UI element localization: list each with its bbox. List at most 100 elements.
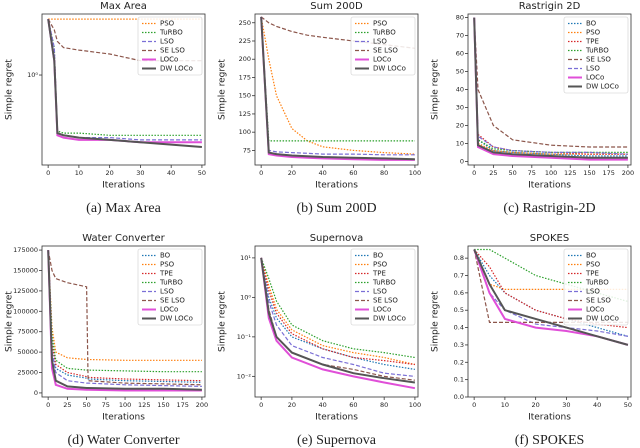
x-tick-label: 125 xyxy=(138,401,150,409)
y-tick-label: 75000 xyxy=(17,328,38,336)
y-tick-label: 200 xyxy=(239,55,251,63)
legend-label: LSO xyxy=(586,288,600,296)
series-line xyxy=(47,250,202,391)
chart-title: Water Converter xyxy=(82,233,165,244)
legend-label: SE LSO xyxy=(160,297,185,305)
x-tick-label: 20 xyxy=(106,169,114,177)
caption: (a) Max Area xyxy=(86,201,161,216)
series-line xyxy=(473,249,628,290)
legend-label: TPE xyxy=(585,270,599,278)
legend-label: DW LOCo xyxy=(160,315,193,323)
x-tick-label: 125 xyxy=(564,169,576,177)
y-tick-label: 75 xyxy=(243,146,251,154)
legend-label: LOCo xyxy=(160,306,178,314)
chart-title: Sum 200D xyxy=(310,1,363,12)
series-line xyxy=(260,257,415,377)
x-tick-label: 20 xyxy=(288,401,296,409)
y-tick-label: 0 xyxy=(460,157,464,165)
y-tick-label: 30 xyxy=(456,103,464,111)
y-tick-label: 0 xyxy=(34,389,38,397)
y-tick-label: 100000 xyxy=(13,307,38,315)
y-axis-label: Simple regret xyxy=(218,291,228,352)
y-axis-label: Simple regret xyxy=(5,59,15,120)
y-tick-label: 25000 xyxy=(17,369,38,377)
y-tick-label: 10⁰ xyxy=(240,293,251,301)
legend-label: LSO xyxy=(586,65,600,73)
series-line xyxy=(47,249,202,386)
y-tick-label: 125 xyxy=(239,110,251,118)
y-tick-label: 175 xyxy=(239,73,251,81)
x-tick-label: 0 xyxy=(259,401,263,409)
x-tick-label: 175 xyxy=(176,401,188,409)
y-tick-label: 0.4 xyxy=(454,324,464,332)
legend-label: SE LSO xyxy=(586,56,611,64)
legend-label: TPE xyxy=(159,270,173,278)
x-tick-label: 0 xyxy=(472,401,476,409)
x-tick-label: 50 xyxy=(508,169,516,177)
y-tick-label: 175000 xyxy=(13,246,38,254)
series-line xyxy=(260,257,416,390)
series-line xyxy=(260,257,415,366)
series-line xyxy=(260,257,415,359)
series-line xyxy=(473,249,629,346)
series-line xyxy=(260,257,415,370)
y-tick-label: 0.2 xyxy=(454,358,464,366)
legend-label: TuRBO xyxy=(159,279,183,287)
y-tick-label: 10 xyxy=(456,139,464,147)
series-line xyxy=(473,249,629,337)
x-tick-label: 100 xyxy=(119,401,131,409)
x-tick-label: 75 xyxy=(102,401,110,409)
legend-label: BO xyxy=(373,252,384,260)
x-tick-label: 60 xyxy=(349,401,357,409)
x-axis-label: Iterations xyxy=(102,181,145,191)
caption: (c) Rastrigin-2D xyxy=(503,201,595,216)
x-tick-label: 30 xyxy=(562,401,570,409)
y-tick-label: 0.1 xyxy=(454,376,464,384)
x-axis-label: Iterations xyxy=(315,413,358,423)
x-tick-label: 0 xyxy=(472,169,476,177)
y-tick-label: 80 xyxy=(456,14,464,22)
legend-box xyxy=(350,248,416,326)
legend-label: SE LSO xyxy=(373,47,398,55)
legend-label: PSO xyxy=(160,261,175,269)
x-tick-label: 20 xyxy=(532,401,540,409)
legend-box xyxy=(137,248,203,326)
x-tick-label: 75 xyxy=(528,169,536,177)
x-tick-label: 40 xyxy=(319,401,327,409)
x-tick-label: 0 xyxy=(46,401,50,409)
y-tick-label: 10¹ xyxy=(240,254,251,262)
legend-label: BO xyxy=(160,252,171,260)
y-tick-label: 60 xyxy=(456,50,464,58)
series-line xyxy=(473,17,628,148)
series-line xyxy=(47,18,202,136)
series-line xyxy=(260,16,415,142)
x-tick-label: 50 xyxy=(624,401,632,409)
legend-label: TuRBO xyxy=(372,279,396,287)
legend-label: LOCo xyxy=(373,306,391,314)
x-tick-label: 100 xyxy=(409,169,421,177)
caption: (f) SPOKES xyxy=(515,433,585,448)
legend-label: DW LOCo xyxy=(373,315,406,323)
y-tick-label: 70 xyxy=(456,32,464,40)
caption: (b) Sum 200D xyxy=(296,201,376,216)
series-line xyxy=(473,17,628,155)
x-tick-label: 10 xyxy=(75,169,83,177)
y-tick-label: 0.7 xyxy=(454,272,464,280)
y-tick-label: 10⁻¹ xyxy=(237,333,252,341)
x-tick-label: 80 xyxy=(380,401,388,409)
legend-label: DW LOCo xyxy=(586,315,619,323)
y-tick-label: 50 xyxy=(456,68,464,76)
series-line xyxy=(473,249,629,337)
legend-label: LSO xyxy=(373,288,387,296)
legend-label: SE LSO xyxy=(586,297,611,305)
series-line xyxy=(260,257,416,384)
x-tick-label: 150 xyxy=(157,401,169,409)
series-line xyxy=(47,250,202,392)
series-line xyxy=(47,18,202,62)
legend-label: PSO xyxy=(373,261,388,269)
legend-label: TPE xyxy=(585,38,599,46)
